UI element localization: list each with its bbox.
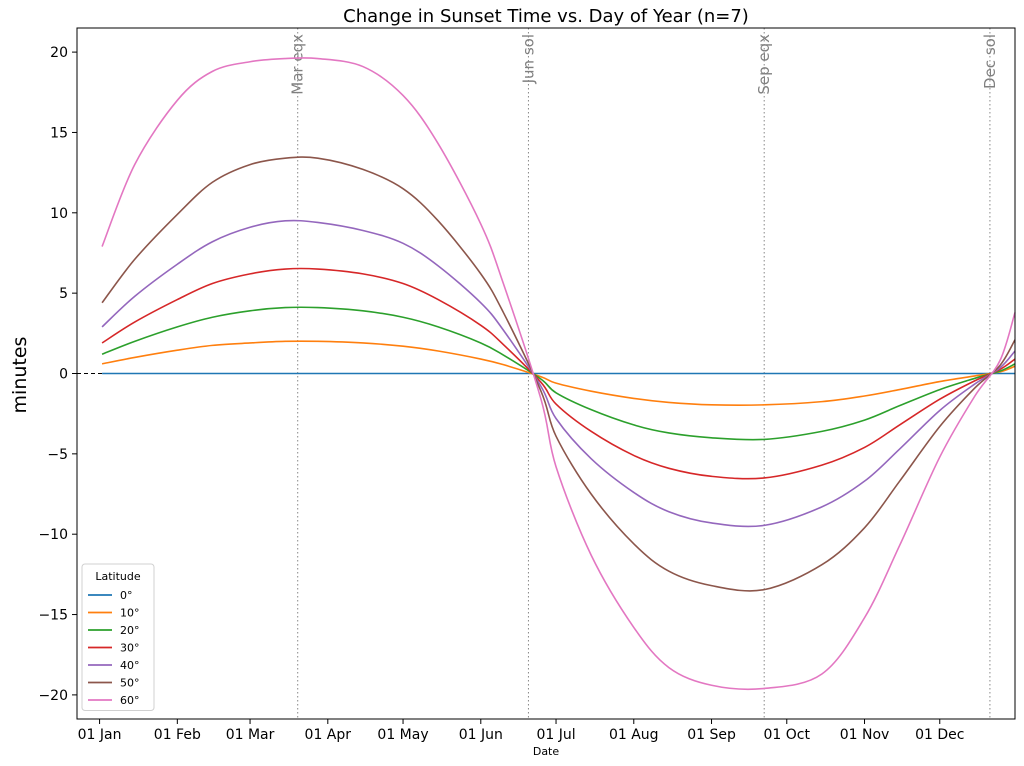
x-tick-label: 01 Apr: [305, 727, 352, 743]
y-tick-label: −20: [38, 688, 68, 704]
x-tick-label: 01 Mar: [226, 727, 275, 743]
series-lines: [101, 57, 1016, 691]
event-label: Jun sol: [519, 34, 537, 84]
x-tick-label: 01 May: [377, 727, 428, 743]
legend-entry: 20°: [120, 624, 140, 637]
x-tick-label: 01 Jul: [536, 727, 575, 743]
chart-title: Change in Sunset Time vs. Day of Year (n…: [343, 6, 749, 27]
event-label: Dec sol: [981, 34, 999, 89]
legend-title: Latitude: [95, 570, 141, 583]
legend-entry: 50°: [120, 677, 140, 690]
series-line: [101, 156, 1016, 592]
y-tick-label: 0: [59, 367, 68, 383]
x-axis-label: Date: [533, 745, 560, 758]
series-line: [101, 340, 1016, 406]
legend-entry: 60°: [120, 694, 140, 707]
event-label: Sep eqx: [755, 34, 773, 95]
x-tick-label: 01 Jan: [78, 727, 122, 743]
event-label: Mar eqx: [289, 34, 307, 95]
x-tick-label: 01 Aug: [609, 727, 659, 743]
legend-entry: 0°: [120, 589, 133, 602]
y-axis: −20 −15 −10 −5 0 5 10 15 20: [38, 45, 77, 704]
y-tick-label: 20: [50, 45, 68, 61]
series-line: [101, 306, 1016, 441]
series-line: [101, 57, 1016, 691]
y-tick-label: −5: [47, 447, 68, 463]
legend-entry: 30°: [120, 642, 140, 655]
x-tick-label: 01 Jun: [459, 727, 503, 743]
y-tick-label: −10: [38, 527, 68, 543]
x-tick-label: 01 Feb: [154, 727, 201, 743]
x-tick-label: 01 Sep: [687, 727, 736, 743]
event-markers: Mar eqx Jun sol Sep eqx Dec sol: [289, 28, 999, 719]
series-line: [101, 219, 1016, 528]
x-tick-label: 01 Oct: [764, 727, 811, 743]
series-line: [101, 267, 1016, 480]
legend-entry: 40°: [120, 659, 140, 672]
y-tick-label: 15: [50, 125, 68, 141]
y-axis-label: minutes: [9, 337, 31, 414]
x-tick-label: 01 Dec: [915, 727, 964, 743]
y-tick-label: 5: [59, 286, 68, 302]
y-tick-label: 10: [50, 206, 68, 222]
x-tick-label: 01 Nov: [840, 727, 890, 743]
x-axis: 01 Jan 01 Feb 01 Mar 01 Apr 01 May 01 Jun 01 J…: [78, 719, 964, 743]
y-tick-label: −15: [38, 608, 68, 624]
legend-box: [81, 563, 155, 711]
legend: Latitude 0° 10° 20° 30° 40° 50° 60°: [81, 563, 155, 711]
legend-entry: 10°: [120, 607, 140, 620]
